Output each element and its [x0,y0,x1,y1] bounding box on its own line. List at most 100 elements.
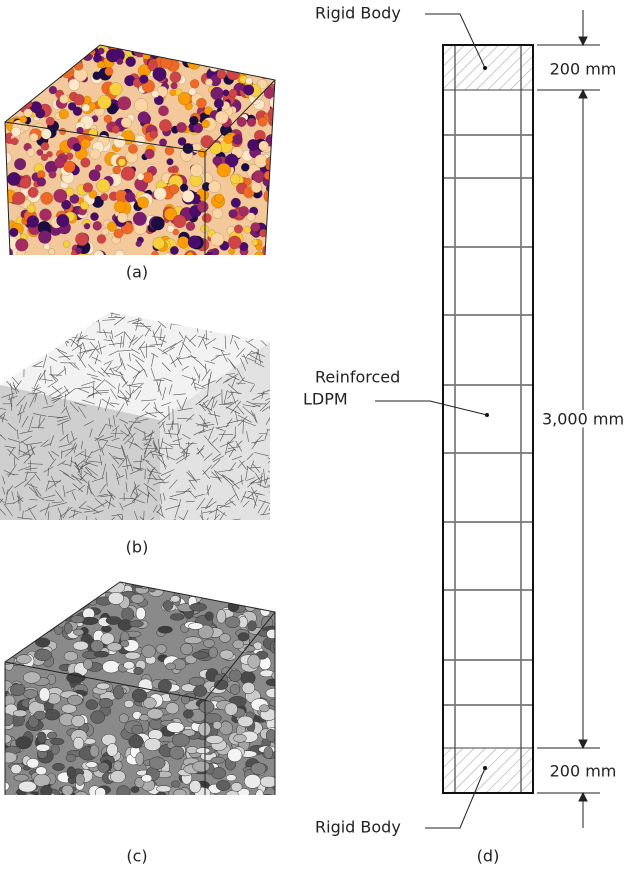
rigid-body-bottom [443,748,533,793]
particle [214,99,224,109]
aggregate [76,595,89,607]
particle [156,47,166,57]
particle [214,42,226,54]
particle [11,138,18,145]
particle [9,228,18,237]
aggregate [163,601,173,611]
particle [227,67,240,80]
mesh-edge [240,308,247,316]
particle [117,96,131,110]
particle [243,85,254,96]
leader-dots [483,66,489,770]
aggregate [72,715,85,727]
mesh-edge [86,305,89,313]
aggregate [220,650,234,659]
aggregate [117,785,131,798]
aggregate [260,585,277,595]
mesh-edge [270,498,274,509]
aggregate [194,685,207,696]
aggregate [136,752,144,765]
particle [125,192,135,202]
aggregate [238,633,249,642]
mesh-edge [95,308,104,313]
mesh-edge [40,318,41,329]
aggregate [166,663,176,670]
aggregate [19,608,32,620]
particle [113,166,121,174]
aggregate [132,689,147,702]
particle [7,57,14,64]
particle [40,65,49,74]
particle [56,59,67,70]
particle [153,237,165,249]
particle [59,95,68,104]
aggregate [36,581,52,594]
mesh-edge [4,357,17,364]
rigid-body-top [443,45,533,90]
mesh-edge [259,315,273,322]
aggregate [238,716,254,727]
mesh-edge [167,306,177,315]
particle [173,229,179,235]
rigid-body-label: Rigid Body [315,818,401,837]
particle [269,96,281,108]
aggregate [113,685,123,699]
particle [170,72,181,83]
particle [247,67,255,75]
particle [60,53,73,66]
aggregate [189,780,201,793]
mesh-edge [119,523,129,526]
mesh-edge [238,319,249,324]
particle [10,68,24,82]
aggregate [34,649,51,661]
mesh-edge [54,308,63,320]
particle [98,48,104,54]
particle [65,58,73,66]
mesh-edge [0,365,4,366]
aggregate [20,618,33,626]
aggregate [166,702,179,714]
mesh-edge [252,313,253,325]
aggregate [82,578,94,591]
aggregate [203,587,217,595]
particle [4,108,11,115]
aggregate [170,595,180,602]
particle [217,70,226,79]
mesh-edge [72,303,85,311]
aggregate [129,621,143,627]
aggregate [0,648,8,660]
particle [189,116,198,125]
particle [86,46,92,52]
particle [164,253,171,260]
aggregate [73,629,83,635]
particle [158,106,168,116]
mesh-edge [0,327,7,336]
particle [187,252,193,258]
particle [116,58,123,65]
aggregate [57,584,65,598]
aggregate [229,670,241,682]
aggregate [0,602,9,609]
aggregate [86,700,98,710]
aggregate [184,637,202,644]
aggregate [73,737,84,749]
mesh-edge [48,316,53,325]
mesh-edge [59,520,67,525]
aggregate [121,640,129,647]
mesh-edge [22,337,36,339]
particle [152,48,161,57]
mesh-edge [17,360,21,370]
particle [137,173,144,180]
particle [14,158,26,170]
particle [89,129,98,138]
particle [175,42,183,50]
particle [29,42,43,56]
aggregate [21,589,39,596]
particle [241,163,249,171]
mesh-edge [246,318,254,327]
mesh-edge [222,324,226,334]
mesh-edge [18,311,24,320]
particle [272,238,278,244]
aggregate [36,602,50,610]
aggregate [275,766,285,776]
